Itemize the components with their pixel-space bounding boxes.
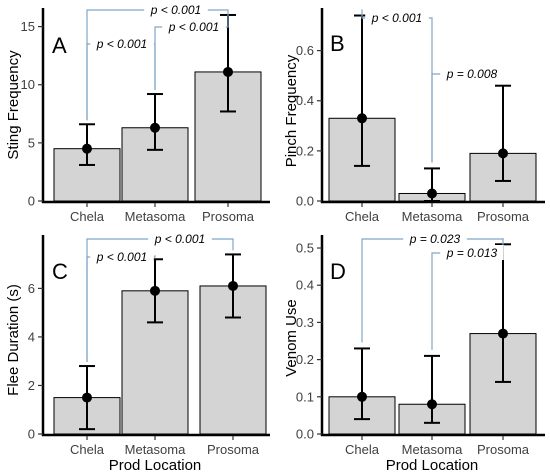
- x-tick-label: Prosoma: [477, 442, 530, 457]
- bar-prosoma: [199, 285, 267, 435]
- mean-point: [82, 392, 92, 403]
- significance-bracket: [431, 73, 504, 163]
- significance-label-bg: [148, 231, 212, 246]
- significance-label: p < 0.001: [96, 37, 147, 51]
- x-tick-label: Metasoma: [402, 209, 463, 224]
- x-tick-label: Metasoma: [125, 442, 186, 457]
- y-tick-label: 15: [21, 19, 35, 34]
- y-tick-label: 4: [28, 329, 35, 344]
- y-axis-title: Sting Frequency: [5, 50, 22, 160]
- significance-label: p = 0.013: [446, 246, 498, 260]
- x-tick-label: Chela: [345, 442, 380, 457]
- mean-point: [357, 113, 367, 124]
- y-tick-label: 0.4: [296, 93, 314, 108]
- significance-label: p < 0.001: [96, 250, 147, 264]
- x-tick-label: Metasoma: [402, 442, 463, 457]
- y-tick-label: 6: [28, 281, 35, 296]
- mean-point: [82, 143, 92, 154]
- y-axis-title: Venom Use: [283, 299, 300, 377]
- chart-panel-c: 0 2 4 6 Chela Metasoma Prosoma Flee Duration (s…: [5, 231, 270, 474]
- panel-letter: B: [330, 31, 345, 56]
- x-axis-title: Prod Location: [109, 457, 202, 474]
- significance-label-bg: [144, 2, 208, 17]
- mean-point: [498, 148, 508, 159]
- panel-letter: C: [52, 259, 68, 284]
- y-tick-label: 0.4: [296, 278, 314, 293]
- y-axis-title: Flee Duration (s): [5, 284, 22, 396]
- y-tick-label: 0.6: [296, 43, 314, 58]
- significance-label-bg: [440, 66, 504, 81]
- y-tick-label: 0.0: [296, 194, 314, 209]
- significance-label: p < 0.001: [371, 11, 422, 25]
- y-tick-label: 0: [28, 427, 35, 442]
- y-tick-label: 0.1: [296, 389, 314, 404]
- y-tick-label: 0.2: [296, 143, 314, 158]
- y-tick-label: 2: [28, 378, 35, 393]
- significance-label-bg: [403, 231, 467, 246]
- significance-label: p < 0.001: [168, 20, 219, 34]
- significance-label: p < 0.001: [154, 232, 205, 246]
- mean-point: [150, 285, 160, 296]
- significance-bracket: [86, 43, 156, 121]
- mean-point: [357, 391, 367, 402]
- chart-panel-a: 0 5 10 15 Chela Metasoma Prosoma Sting Frequenc…: [5, 2, 270, 224]
- mean-point: [427, 399, 437, 410]
- y-tick-label: 10: [21, 77, 35, 92]
- x-tick-label: Prosoma: [202, 209, 255, 224]
- chart-panel-b: 0.0 0.2 0.4 0.6 Chela Metasoma Prosoma Pinch Fr…: [283, 8, 545, 224]
- significance-label-bg: [90, 249, 154, 264]
- significance-label-bg: [162, 19, 226, 34]
- chart-panel-d: 0.0 0.1 0.2 0.3 0.4 0.5 Chela Metasoma Prosoma Ve…: [283, 231, 545, 474]
- mean-point: [228, 280, 238, 291]
- y-tick-label: 0.3: [296, 315, 314, 330]
- x-tick-label: Chela: [345, 209, 380, 224]
- y-axis-title: Pinch Frequency: [283, 54, 300, 167]
- mean-point: [427, 188, 437, 199]
- x-tick-label: Metasoma: [125, 209, 186, 224]
- panel-letter: D: [330, 259, 346, 284]
- significance-label: p < 0.001: [150, 3, 201, 17]
- mean-point: [150, 122, 160, 133]
- y-tick-label: 5: [28, 135, 35, 150]
- significance-label-bg: [365, 10, 429, 25]
- mean-point: [223, 66, 233, 77]
- y-tick-label: 0.5: [296, 241, 314, 256]
- y-tick-label: 0.0: [296, 427, 314, 442]
- x-tick-label: Prosoma: [477, 209, 530, 224]
- panel-letter: A: [52, 33, 67, 58]
- y-tick-label: 0: [28, 194, 35, 209]
- y-tick-label: 0.2: [296, 352, 314, 367]
- significance-label: p = 0.023: [409, 232, 461, 246]
- significance-label-bg: [440, 245, 504, 260]
- mean-point: [498, 328, 508, 339]
- x-axis-title: Prod Location: [386, 457, 479, 474]
- x-tick-label: Chela: [70, 442, 105, 457]
- significance-label-bg: [90, 36, 154, 51]
- x-tick-label: Chela: [70, 209, 105, 224]
- x-tick-label: Prosoma: [207, 442, 260, 457]
- significance-label: p = 0.008: [446, 67, 498, 81]
